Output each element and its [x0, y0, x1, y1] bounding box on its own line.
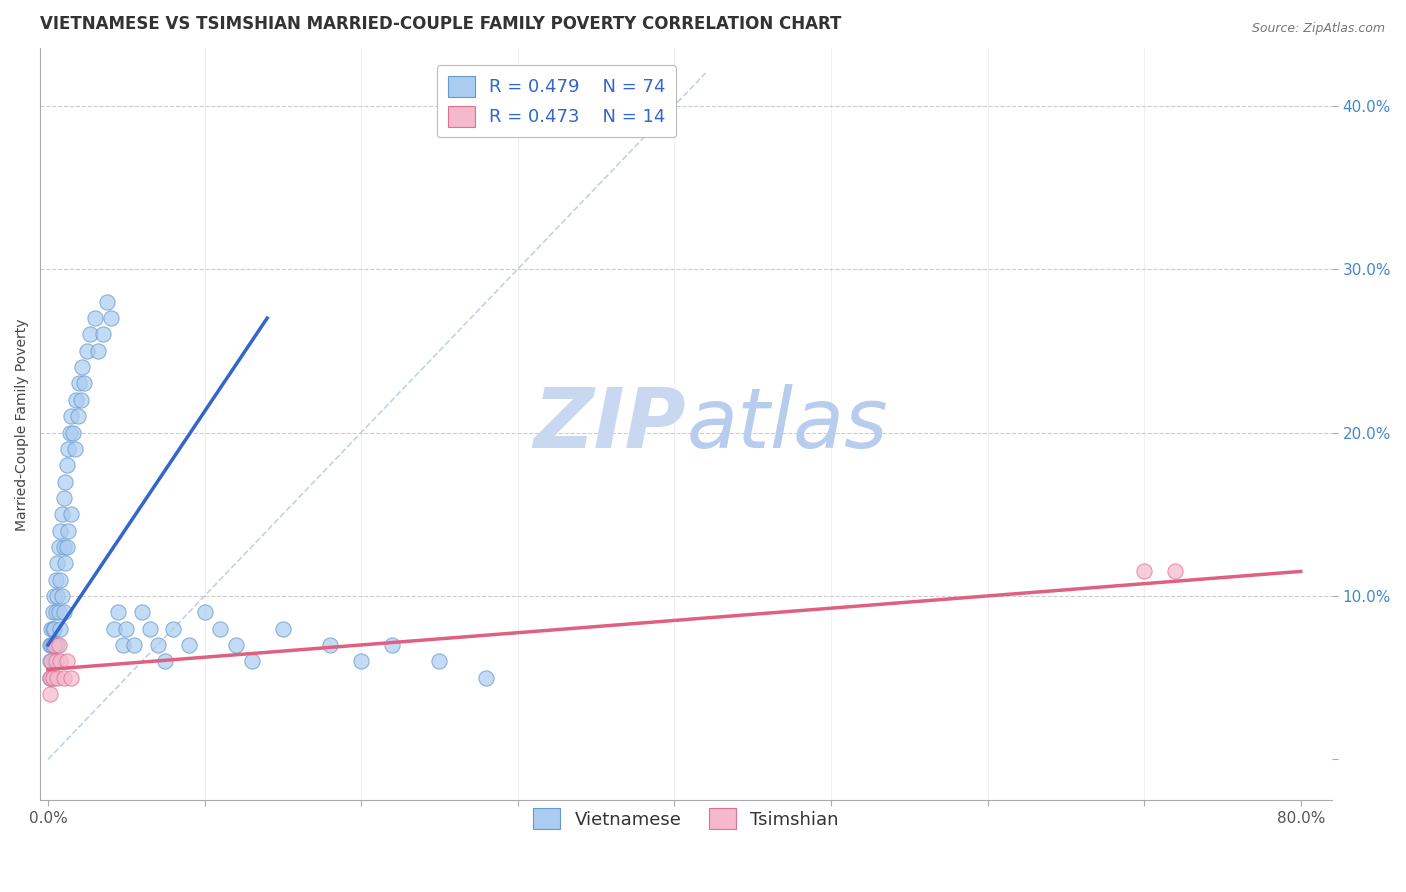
Text: Source: ZipAtlas.com: Source: ZipAtlas.com — [1251, 22, 1385, 36]
Point — [103, 622, 125, 636]
Point — [72, 360, 94, 375]
Point — [39, 622, 62, 636]
Point — [45, 638, 67, 652]
Point — [39, 638, 62, 652]
Point — [84, 311, 107, 326]
Point — [79, 327, 101, 342]
Point — [60, 507, 83, 521]
Point — [100, 311, 122, 326]
Point — [55, 654, 77, 668]
Point — [177, 638, 200, 652]
Point — [48, 638, 70, 652]
Text: VIETNAMESE VS TSIMSHIAN MARRIED-COUPLE FAMILY POVERTY CORRELATION CHART: VIETNAMESE VS TSIMSHIAN MARRIED-COUPLE F… — [41, 15, 841, 33]
Point — [146, 638, 169, 652]
Point — [96, 294, 118, 309]
Point — [350, 654, 373, 668]
Point — [38, 654, 60, 668]
Point — [39, 671, 62, 685]
Y-axis label: Married-Couple Family Poverty: Married-Couple Family Poverty — [15, 318, 30, 531]
Point — [65, 392, 87, 407]
Text: ZIP: ZIP — [533, 384, 686, 465]
Point — [51, 589, 73, 603]
Point — [53, 556, 76, 570]
Point — [87, 343, 110, 358]
Point — [48, 540, 70, 554]
Point — [45, 605, 67, 619]
Point — [60, 409, 83, 424]
Point — [41, 622, 63, 636]
Point — [63, 442, 86, 456]
Point — [73, 376, 96, 391]
Point — [45, 573, 67, 587]
Point — [51, 507, 73, 521]
Point — [193, 605, 215, 619]
Point — [69, 392, 91, 407]
Point — [58, 524, 80, 538]
Point — [1164, 565, 1187, 579]
Point — [41, 671, 63, 685]
Point — [44, 654, 66, 668]
Point — [44, 589, 66, 603]
Point — [53, 475, 76, 489]
Point — [381, 638, 404, 652]
Point — [38, 671, 60, 685]
Point — [38, 671, 60, 685]
Point — [49, 622, 72, 636]
Point — [138, 622, 160, 636]
Point — [55, 458, 77, 473]
Point — [52, 540, 75, 554]
Point — [59, 425, 82, 440]
Point — [55, 540, 77, 554]
Point — [319, 638, 342, 652]
Point — [429, 654, 451, 668]
Point — [49, 573, 72, 587]
Point — [58, 442, 80, 456]
Point — [46, 556, 69, 570]
Point — [46, 671, 69, 685]
Point — [115, 622, 138, 636]
Point — [46, 589, 69, 603]
Point — [107, 605, 129, 619]
Point — [475, 671, 498, 685]
Point — [62, 425, 84, 440]
Point — [46, 638, 69, 652]
Point — [52, 671, 75, 685]
Point — [49, 654, 72, 668]
Text: atlas: atlas — [686, 384, 887, 465]
Point — [66, 409, 89, 424]
Point — [41, 605, 63, 619]
Point — [131, 605, 153, 619]
Point — [240, 654, 263, 668]
Point — [41, 671, 63, 685]
Point — [44, 622, 66, 636]
Point — [49, 524, 72, 538]
Point — [38, 687, 60, 701]
Point — [76, 343, 98, 358]
Point — [112, 638, 135, 652]
Point — [225, 638, 247, 652]
Point — [271, 622, 294, 636]
Point — [60, 671, 83, 685]
Point — [67, 376, 90, 391]
Point — [48, 605, 70, 619]
Legend: Vietnamese, Tsimshian: Vietnamese, Tsimshian — [526, 801, 846, 837]
Point — [45, 654, 67, 668]
Point — [162, 622, 184, 636]
Point — [122, 638, 145, 652]
Point — [52, 491, 75, 505]
Point — [41, 638, 63, 652]
Point — [155, 654, 177, 668]
Point — [1133, 565, 1156, 579]
Point — [91, 327, 114, 342]
Point — [52, 605, 75, 619]
Point — [39, 654, 62, 668]
Point — [209, 622, 232, 636]
Point — [38, 638, 60, 652]
Point — [44, 638, 66, 652]
